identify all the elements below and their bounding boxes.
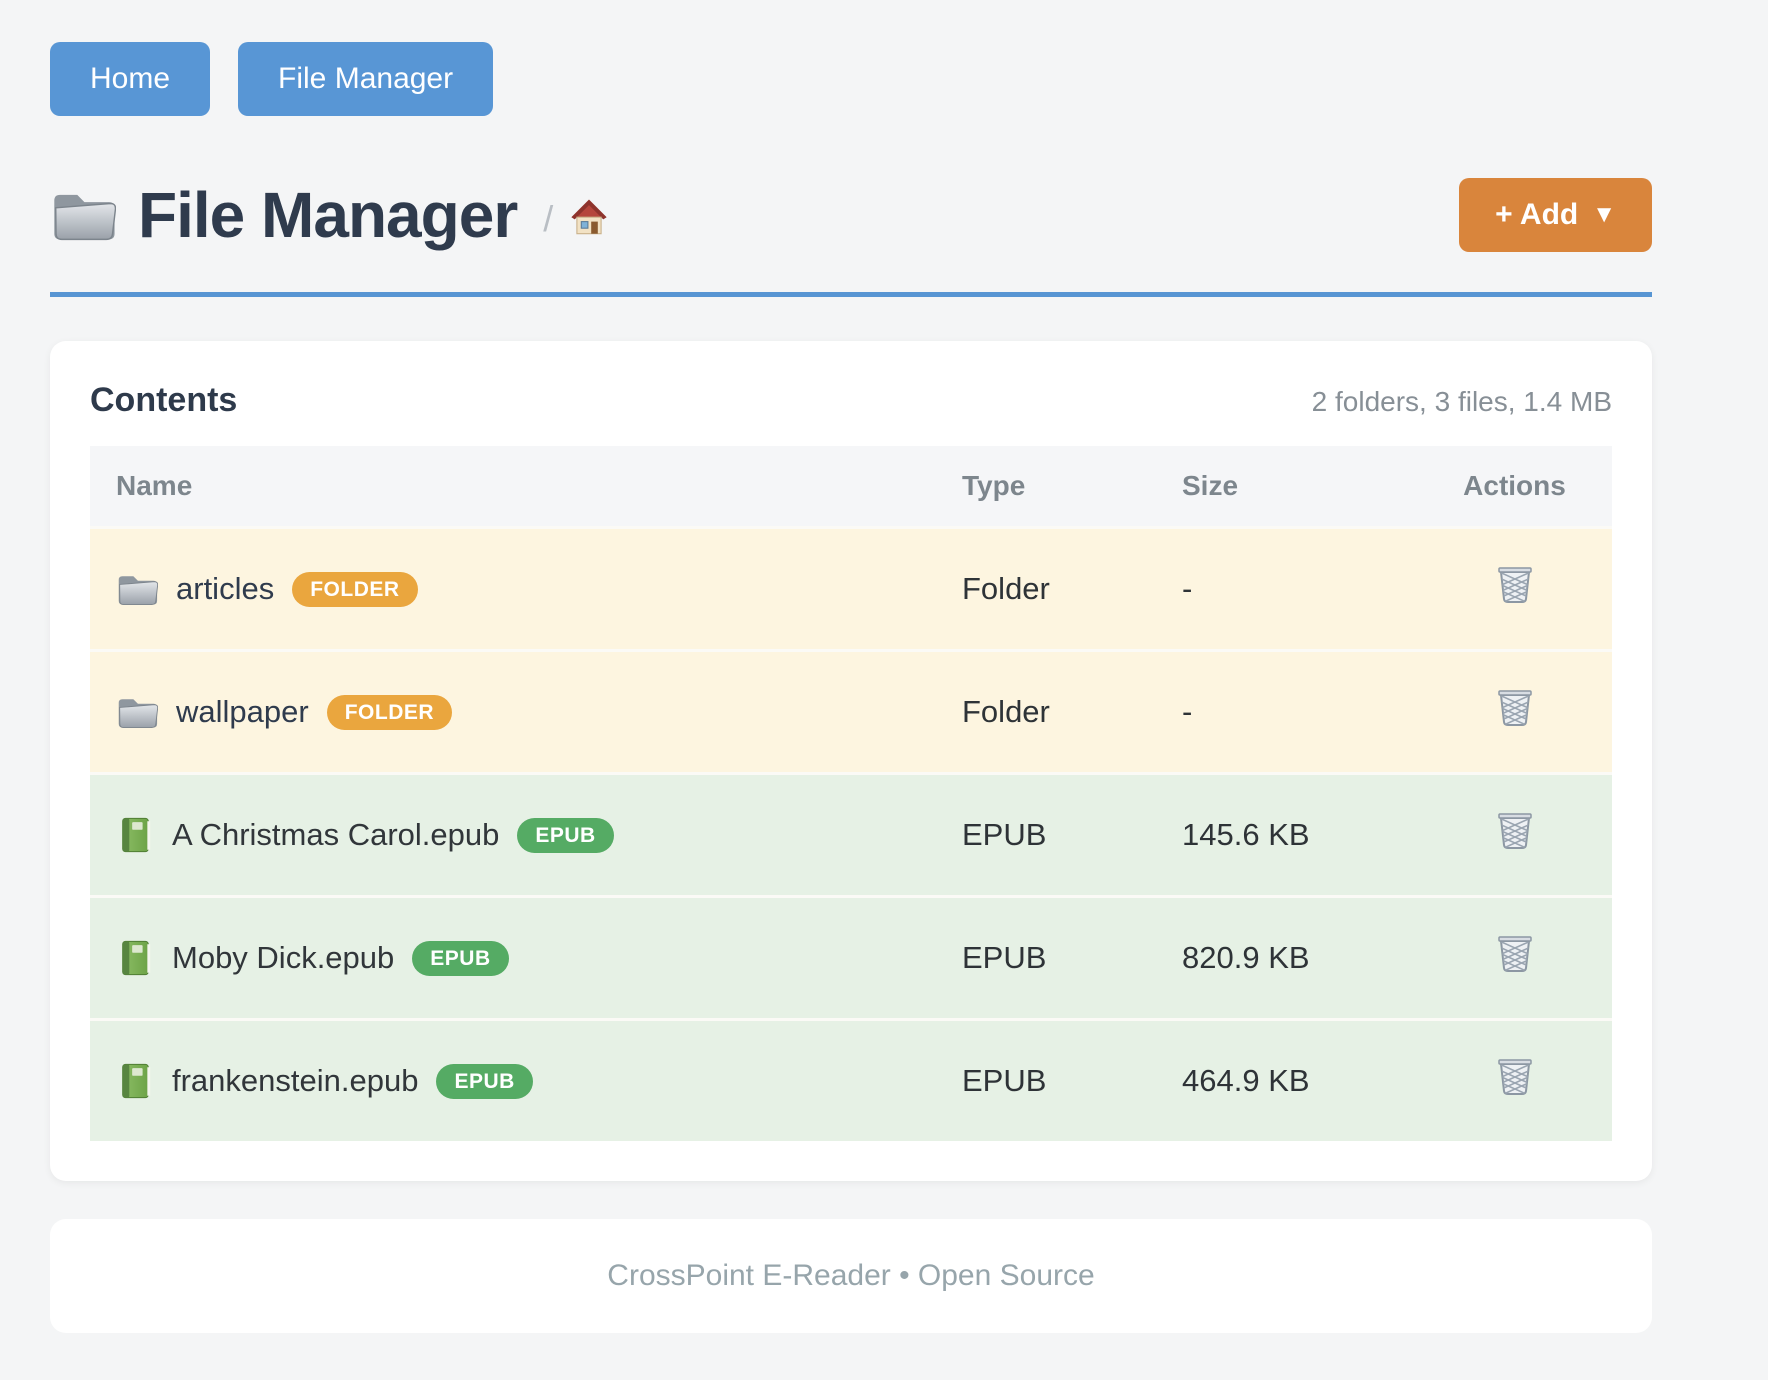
file-size: 145.6 KB xyxy=(1182,772,1417,897)
type-badge: EPUB xyxy=(412,940,509,976)
delete-button[interactable] xyxy=(1495,686,1535,730)
house-icon[interactable] xyxy=(567,194,611,236)
title-underline xyxy=(50,292,1652,297)
table-row[interactable]: A Christmas Carol.epub EPUB EPUB 145.6 K… xyxy=(90,772,1612,897)
file-name-group: frankenstein.epub EPUB xyxy=(116,1061,962,1101)
folder-icon xyxy=(116,694,159,730)
file-type: Folder xyxy=(962,649,1182,774)
file-type: EPUB xyxy=(962,895,1182,1020)
column-header-name: Name xyxy=(90,446,962,528)
type-badge: EPUB xyxy=(436,1063,533,1099)
file-name-group: wallpaper FOLDER xyxy=(116,694,962,730)
contents-title: Contents xyxy=(90,381,238,419)
add-button-label: + Add xyxy=(1495,198,1579,231)
top-nav: Home File Manager xyxy=(50,42,1652,116)
book-icon xyxy=(116,938,154,978)
file-name[interactable]: frankenstein.epub xyxy=(172,1063,419,1098)
nav-button-home[interactable]: Home xyxy=(50,42,211,116)
type-badge: FOLDER xyxy=(292,571,418,607)
trash-icon xyxy=(1495,932,1535,976)
file-type: EPUB xyxy=(962,1018,1182,1141)
column-header-size: Size xyxy=(1182,446,1417,528)
contents-card-header: Contents 2 folders, 3 files, 1.4 MB xyxy=(90,381,1612,420)
nav-button-file-manager[interactable]: File Manager xyxy=(238,42,494,116)
file-size: 820.9 KB xyxy=(1182,895,1417,1020)
file-name-group: A Christmas Carol.epub EPUB xyxy=(116,815,962,855)
add-button[interactable]: + Add ▼ xyxy=(1459,178,1652,252)
breadcrumb-separator: / xyxy=(543,198,554,239)
footer-card: CrossPoint E-Reader • Open Source xyxy=(50,1219,1652,1333)
page-title: File Manager xyxy=(138,179,518,251)
file-name[interactable]: articles xyxy=(176,571,275,606)
folder-icon xyxy=(116,571,159,607)
contents-summary: 2 folders, 3 files, 1.4 MB xyxy=(1311,386,1612,417)
file-name[interactable]: wallpaper xyxy=(176,694,309,729)
file-table: Name Type Size Actions articles FOLDER F… xyxy=(90,446,1612,1141)
file-name[interactable]: A Christmas Carol.epub xyxy=(172,817,500,852)
delete-button[interactable] xyxy=(1495,809,1535,853)
trash-icon xyxy=(1495,686,1535,730)
delete-button[interactable] xyxy=(1495,563,1535,607)
trash-icon xyxy=(1495,563,1535,607)
table-row[interactable]: articles FOLDER Folder - xyxy=(90,526,1612,651)
page-header: File Manager / + Add ▼ xyxy=(50,178,1652,252)
type-badge: EPUB xyxy=(517,817,614,853)
file-name[interactable]: Moby Dick.epub xyxy=(172,940,395,975)
file-name-group: articles FOLDER xyxy=(116,571,962,607)
file-size: - xyxy=(1182,526,1417,651)
file-size: - xyxy=(1182,649,1417,774)
file-type: Folder xyxy=(962,526,1182,651)
delete-button[interactable] xyxy=(1495,1055,1535,1099)
table-row[interactable]: Moby Dick.epub EPUB EPUB 820.9 KB xyxy=(90,895,1612,1020)
table-row[interactable]: frankenstein.epub EPUB EPUB 464.9 KB xyxy=(90,1018,1612,1141)
title-group: File Manager / xyxy=(50,178,611,252)
folder-icon xyxy=(50,187,117,243)
delete-button[interactable] xyxy=(1495,932,1535,976)
chevron-down-icon: ▼ xyxy=(1592,201,1616,228)
footer-text: CrossPoint E-Reader • Open Source xyxy=(607,1259,1095,1292)
type-badge: FOLDER xyxy=(326,694,453,730)
book-icon xyxy=(116,1061,154,1101)
file-size: 464.9 KB xyxy=(1182,1018,1417,1141)
column-header-type: Type xyxy=(962,446,1182,528)
file-type: EPUB xyxy=(962,772,1182,897)
trash-icon xyxy=(1495,809,1535,853)
book-icon xyxy=(116,815,154,855)
file-table-header: Name Type Size Actions xyxy=(90,446,1612,528)
contents-card: Contents 2 folders, 3 files, 1.4 MB Name… xyxy=(50,341,1652,1181)
file-table-body: articles FOLDER Folder - wallpaper xyxy=(90,526,1612,1141)
column-header-actions: Actions xyxy=(1417,446,1612,528)
page: Home File Manager File Manager / + Add ▼… xyxy=(50,42,1652,1333)
trash-icon xyxy=(1495,1055,1535,1099)
table-row[interactable]: wallpaper FOLDER Folder - xyxy=(90,649,1612,774)
file-name-group: Moby Dick.epub EPUB xyxy=(116,938,962,978)
